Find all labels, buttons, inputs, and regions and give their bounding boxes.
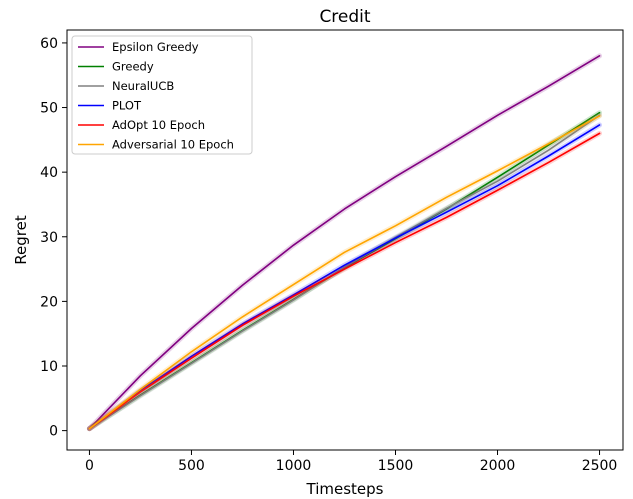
x-tick-label: 1500 bbox=[378, 458, 414, 474]
legend-label-3: PLOT bbox=[112, 99, 142, 113]
y-tick-label: 10 bbox=[40, 359, 58, 375]
series-line-2 bbox=[88, 114, 601, 430]
y-tick-label: 0 bbox=[49, 424, 58, 440]
y-tick-label: 30 bbox=[40, 230, 58, 246]
series-line-0 bbox=[88, 55, 601, 430]
x-tick-label: 0 bbox=[85, 458, 94, 474]
y-tick-label: 40 bbox=[40, 165, 58, 181]
chart-title: Credit bbox=[319, 7, 370, 27]
x-axis: 0 500 1000 1500 2000 2500 bbox=[85, 450, 617, 474]
series-line-4 bbox=[88, 132, 601, 430]
y-axis-label: Regret bbox=[12, 215, 30, 265]
legend: Epsilon Greedy Greedy NeuralUCB PLOT AdOpt 1… bbox=[71, 35, 253, 155]
legend-label-4: AdOpt 10 Epoch bbox=[112, 118, 205, 132]
x-tick-label: 2500 bbox=[582, 458, 618, 474]
plot-frame bbox=[66, 29, 624, 451]
x-tick-label: 2000 bbox=[480, 458, 516, 474]
x-axis-label: Timesteps bbox=[306, 480, 384, 498]
y-axis: 0 10 20 30 40 50 60 bbox=[40, 36, 67, 440]
legend-label-1: Greedy bbox=[112, 60, 154, 74]
legend-label-5: Adversarial 10 Epoch bbox=[112, 138, 234, 152]
series-line-3 bbox=[88, 124, 601, 430]
y-tick-label: 20 bbox=[40, 294, 58, 310]
series-band-4 bbox=[86, 130, 603, 432]
legend-box bbox=[71, 35, 253, 155]
y-tick-label: 50 bbox=[40, 101, 58, 117]
series-line-5 bbox=[88, 115, 601, 430]
series-layer bbox=[86, 53, 603, 432]
x-tick-label: 1000 bbox=[276, 458, 312, 474]
legend-label-2: NeuralUCB bbox=[112, 79, 174, 93]
legend-label-0: Epsilon Greedy bbox=[112, 40, 199, 54]
y-tick-label: 60 bbox=[40, 36, 58, 52]
x-tick-label: 500 bbox=[178, 458, 205, 474]
